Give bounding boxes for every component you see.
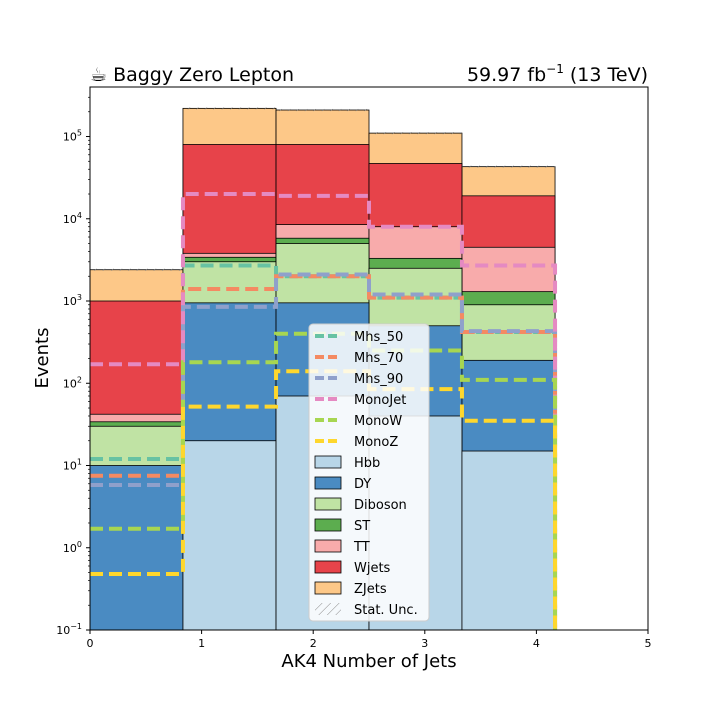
legend-swatch-dy bbox=[314, 476, 342, 490]
stat-unc-bin-0 bbox=[90, 268, 183, 271]
y-tick-label: 103 bbox=[63, 293, 82, 308]
legend-swatch-st bbox=[314, 518, 342, 532]
legend-label-mhs-50: Mhs_50 bbox=[354, 330, 403, 345]
x-tick-label: 4 bbox=[533, 637, 540, 650]
bar-dy-bin-0 bbox=[90, 465, 184, 630]
x-tick-label: 1 bbox=[198, 637, 205, 650]
legend-label-zjets: ZJets bbox=[354, 582, 387, 597]
x-axis-ticks: 0 1 2 3 4 5 bbox=[87, 630, 652, 650]
x-tick-label: 2 bbox=[310, 637, 317, 650]
stat-unc-bin-1 bbox=[182, 107, 277, 110]
legend-swatch-tt bbox=[314, 539, 342, 553]
legend: Mhs_50 Mhs_70 Mhs_90 MonoJet MonoW MonoZ Hbb DY… bbox=[308, 323, 430, 622]
legend-label-diboson: Diboson bbox=[354, 498, 407, 513]
legend-label-mhs-70: Mhs_70 bbox=[354, 351, 403, 366]
legend-label-tt: TT bbox=[353, 540, 370, 555]
legend-label-hbb: Hbb bbox=[354, 456, 380, 471]
y-tick-label: 104 bbox=[63, 211, 82, 226]
x-tick-label: 3 bbox=[421, 637, 428, 650]
title-right-sup: −1 bbox=[546, 62, 564, 76]
legend-label-wjets: Wjets bbox=[354, 561, 391, 576]
title-left: ☕ Baggy Zero Lepton bbox=[90, 64, 294, 86]
legend-swatch-diboson bbox=[314, 497, 342, 511]
y-axis-ticks: 10−1 100 101 102 103 104 105 bbox=[56, 96, 90, 637]
stat-unc-bin-2 bbox=[276, 108, 369, 112]
legend-label-monow: MonoW bbox=[354, 414, 402, 429]
bar-hbb-bin-4 bbox=[461, 450, 556, 630]
legend-label-monoz: MonoZ bbox=[354, 435, 398, 450]
legend-swatch-wjets bbox=[314, 560, 342, 574]
legend-swatch-stat-unc bbox=[315, 603, 341, 615]
x-tick-label: 0 bbox=[87, 637, 94, 650]
legend-label-mhs-90: Mhs_90 bbox=[354, 372, 403, 387]
legend-label-stat-unc: Stat. Unc. bbox=[354, 603, 418, 618]
x-axis-label: AK4 Number of Jets bbox=[281, 651, 456, 672]
y-tick-label: 10−1 bbox=[56, 622, 82, 637]
y-axis-label: Events bbox=[32, 328, 53, 389]
stat-unc-bin-4 bbox=[461, 165, 556, 168]
stat-unc-bin-3 bbox=[369, 132, 462, 135]
legend-label-monojet: MonoJet bbox=[354, 393, 406, 408]
y-tick-label: 105 bbox=[63, 129, 82, 144]
legend-swatch-zjets bbox=[314, 581, 342, 595]
legend-swatch-hbb bbox=[314, 455, 342, 469]
title-right-tail: (13 TeV) bbox=[564, 64, 648, 86]
y-tick-label: 102 bbox=[63, 375, 82, 390]
legend-box bbox=[308, 323, 430, 622]
legend-label-dy: DY bbox=[354, 477, 371, 492]
title-right-main: 59.97 fb bbox=[467, 64, 546, 86]
bar-hbb-bin-1 bbox=[182, 440, 277, 630]
x-tick-label: 5 bbox=[645, 637, 652, 650]
y-tick-label: 101 bbox=[63, 458, 82, 473]
title-right: 59.97 fb−1 (13 TeV) bbox=[467, 62, 648, 86]
legend-label-st: ST bbox=[354, 519, 370, 534]
y-tick-label: 100 bbox=[63, 540, 82, 555]
